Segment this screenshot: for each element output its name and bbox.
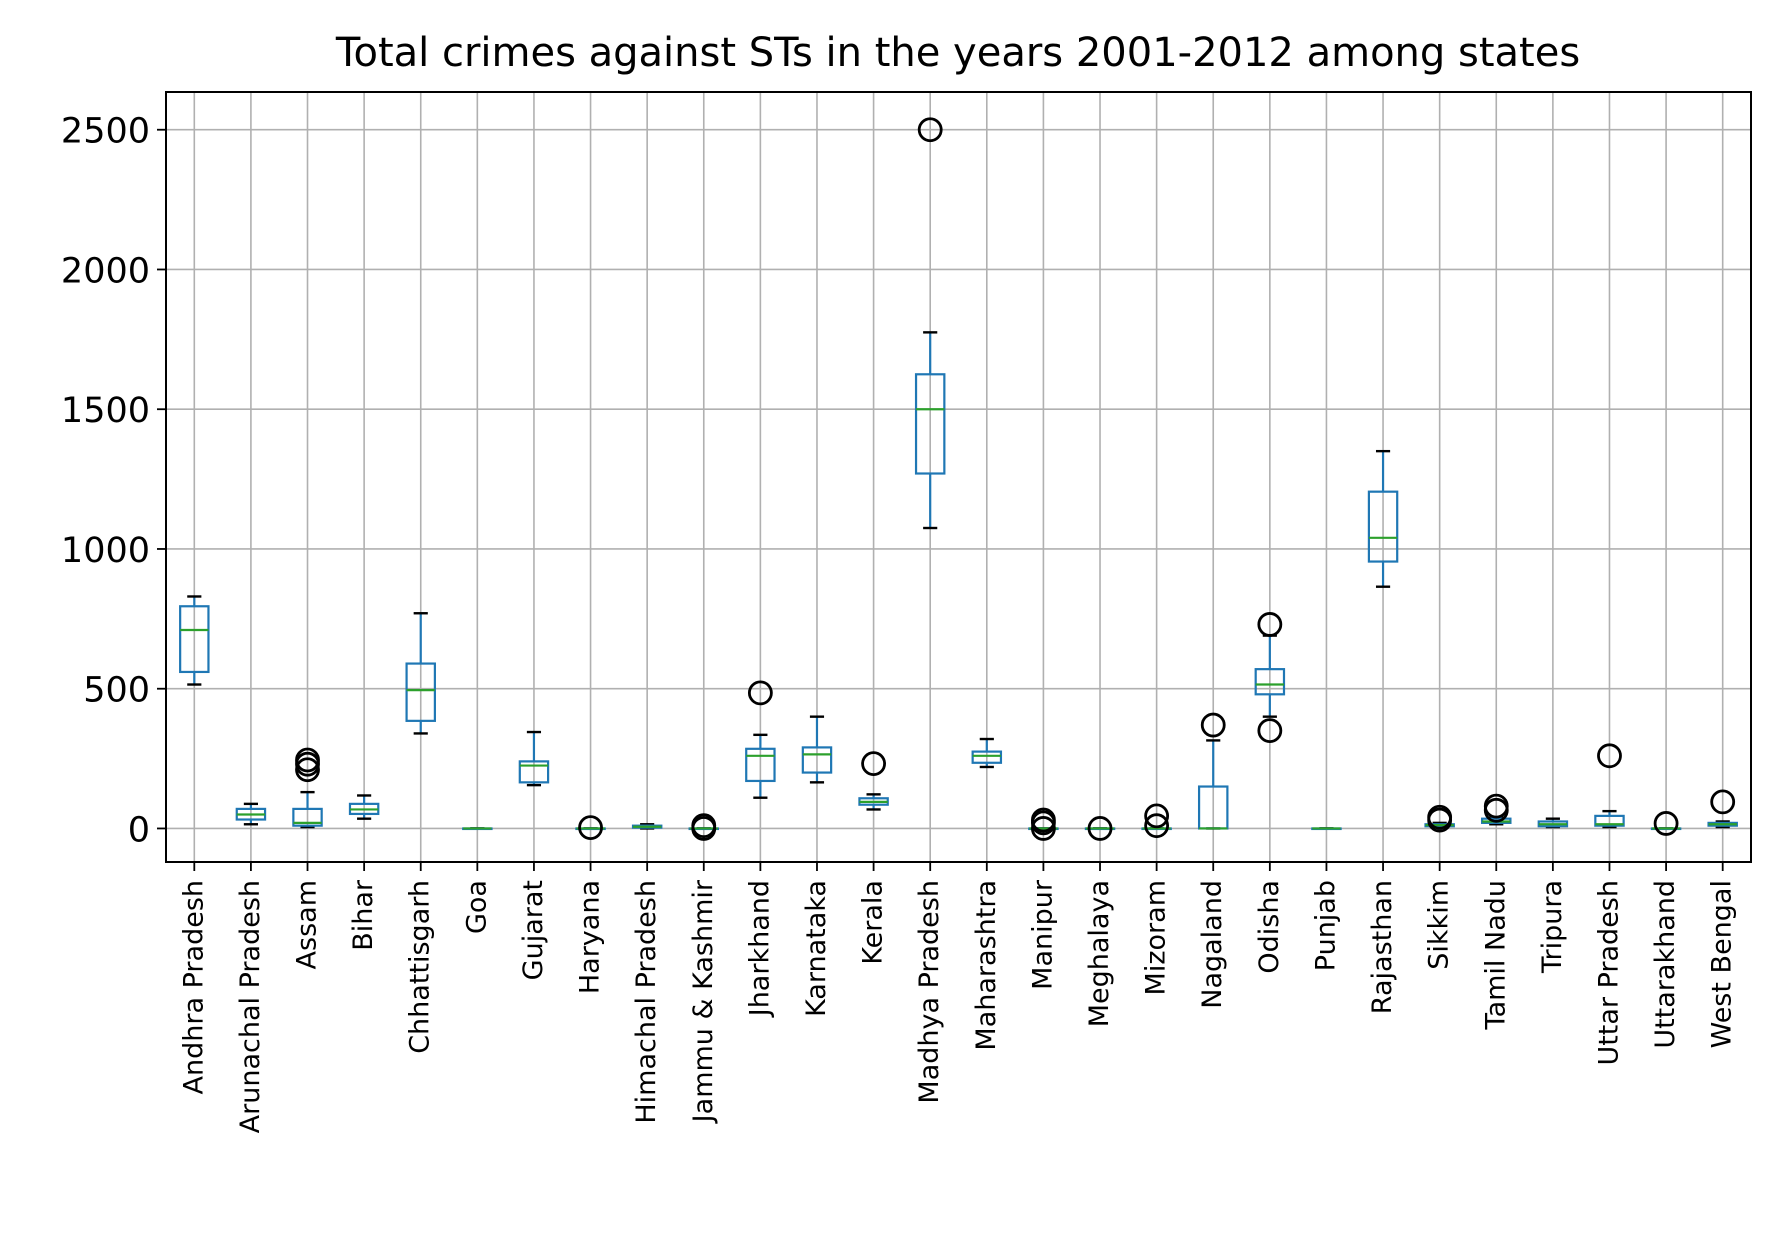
box bbox=[292, 807, 323, 827]
y-tick-label: 2500 bbox=[61, 112, 150, 152]
outlier-point bbox=[1710, 789, 1736, 815]
outlier-point bbox=[1144, 803, 1170, 829]
x-tick-label: Andhra Pradesh bbox=[178, 880, 209, 1094]
box bbox=[745, 747, 776, 783]
y-tick-label: 2000 bbox=[61, 251, 150, 291]
x-tick-label: Goa bbox=[461, 880, 492, 934]
outlier-point bbox=[861, 751, 886, 777]
box bbox=[914, 373, 946, 475]
x-tick-label: Uttarakhand bbox=[1650, 880, 1681, 1049]
x-tick-label: Kerala bbox=[858, 880, 889, 965]
x-tick-label: Meghalaya bbox=[1084, 880, 1115, 1027]
x-tick-label: Sikkim bbox=[1424, 880, 1455, 970]
outlier-point bbox=[747, 680, 773, 706]
x-tick-label: Jharkhand bbox=[744, 880, 775, 1018]
box-layer bbox=[179, 117, 1738, 841]
box bbox=[801, 746, 833, 774]
outlier-point bbox=[691, 813, 717, 839]
x-tick-label: Tripura bbox=[1537, 880, 1568, 974]
x-tick-label: Karnataka bbox=[801, 880, 832, 1017]
outlier-point bbox=[1427, 804, 1453, 830]
x-tick-label: Uttar Pradesh bbox=[1593, 880, 1624, 1066]
box bbox=[1254, 668, 1286, 696]
x-tick-label: Madhya Pradesh bbox=[914, 880, 945, 1104]
outlier-point bbox=[1483, 793, 1509, 819]
outlier-point bbox=[1144, 813, 1170, 839]
box bbox=[1367, 490, 1399, 563]
x-tick-label: Maharashtra bbox=[971, 880, 1002, 1051]
box bbox=[518, 760, 550, 784]
x-tick-label: West Bengal bbox=[1707, 880, 1738, 1048]
tick-layer bbox=[157, 128, 1724, 871]
outlier-point bbox=[917, 117, 943, 143]
box bbox=[971, 750, 1003, 764]
box bbox=[405, 662, 436, 722]
x-tick-label: Odisha bbox=[1254, 880, 1285, 974]
x-tick-label: Nagaland bbox=[1197, 880, 1228, 1009]
x-tick-label: Rajasthan bbox=[1367, 880, 1398, 1014]
box bbox=[179, 605, 210, 674]
x-tick-label: Arunachal Pradesh bbox=[235, 880, 266, 1133]
y-tick-label: 1500 bbox=[61, 391, 150, 431]
x-tick-label: Haryana bbox=[575, 880, 606, 994]
y-tick-label: 0 bbox=[128, 810, 150, 850]
x-tick-label: Mizoram bbox=[1141, 880, 1172, 995]
x-tick-label: Gujarat bbox=[518, 880, 549, 980]
x-tick-label: Bihar bbox=[348, 879, 379, 951]
outlier-point bbox=[1597, 743, 1622, 769]
chart-title: Total crimes against STs in the years 20… bbox=[335, 30, 1580, 76]
x-tick-label: Jammu & Kashmir bbox=[688, 879, 719, 1124]
x-tick-label: Tamil Nadu bbox=[1480, 880, 1511, 1030]
x-tick-label: Punjab bbox=[1310, 880, 1341, 971]
y-tick-label: 500 bbox=[83, 671, 150, 711]
outlier-point bbox=[1200, 712, 1226, 738]
outlier-point bbox=[1257, 612, 1283, 637]
outlier-point bbox=[1653, 811, 1679, 836]
x-tick-label: Assam bbox=[292, 880, 323, 969]
outlier-point bbox=[1031, 807, 1056, 833]
label-layer: 0 500 1000 1500 2000 2500 Andhra Pradesh Arunac… bbox=[61, 112, 1738, 1134]
x-tick-label: Chhattisgarh bbox=[405, 880, 436, 1054]
outlier-point bbox=[295, 747, 320, 773]
box bbox=[1594, 814, 1625, 827]
plot-frame bbox=[165, 91, 1752, 863]
outlier-point bbox=[1257, 718, 1283, 744]
outlier-point bbox=[578, 815, 603, 841]
x-tick-label: Himachal Pradesh bbox=[631, 880, 662, 1124]
outlier-point bbox=[1087, 816, 1113, 841]
x-tick-label: Manipur bbox=[1027, 879, 1058, 990]
y-tick-label: 1000 bbox=[61, 531, 150, 571]
